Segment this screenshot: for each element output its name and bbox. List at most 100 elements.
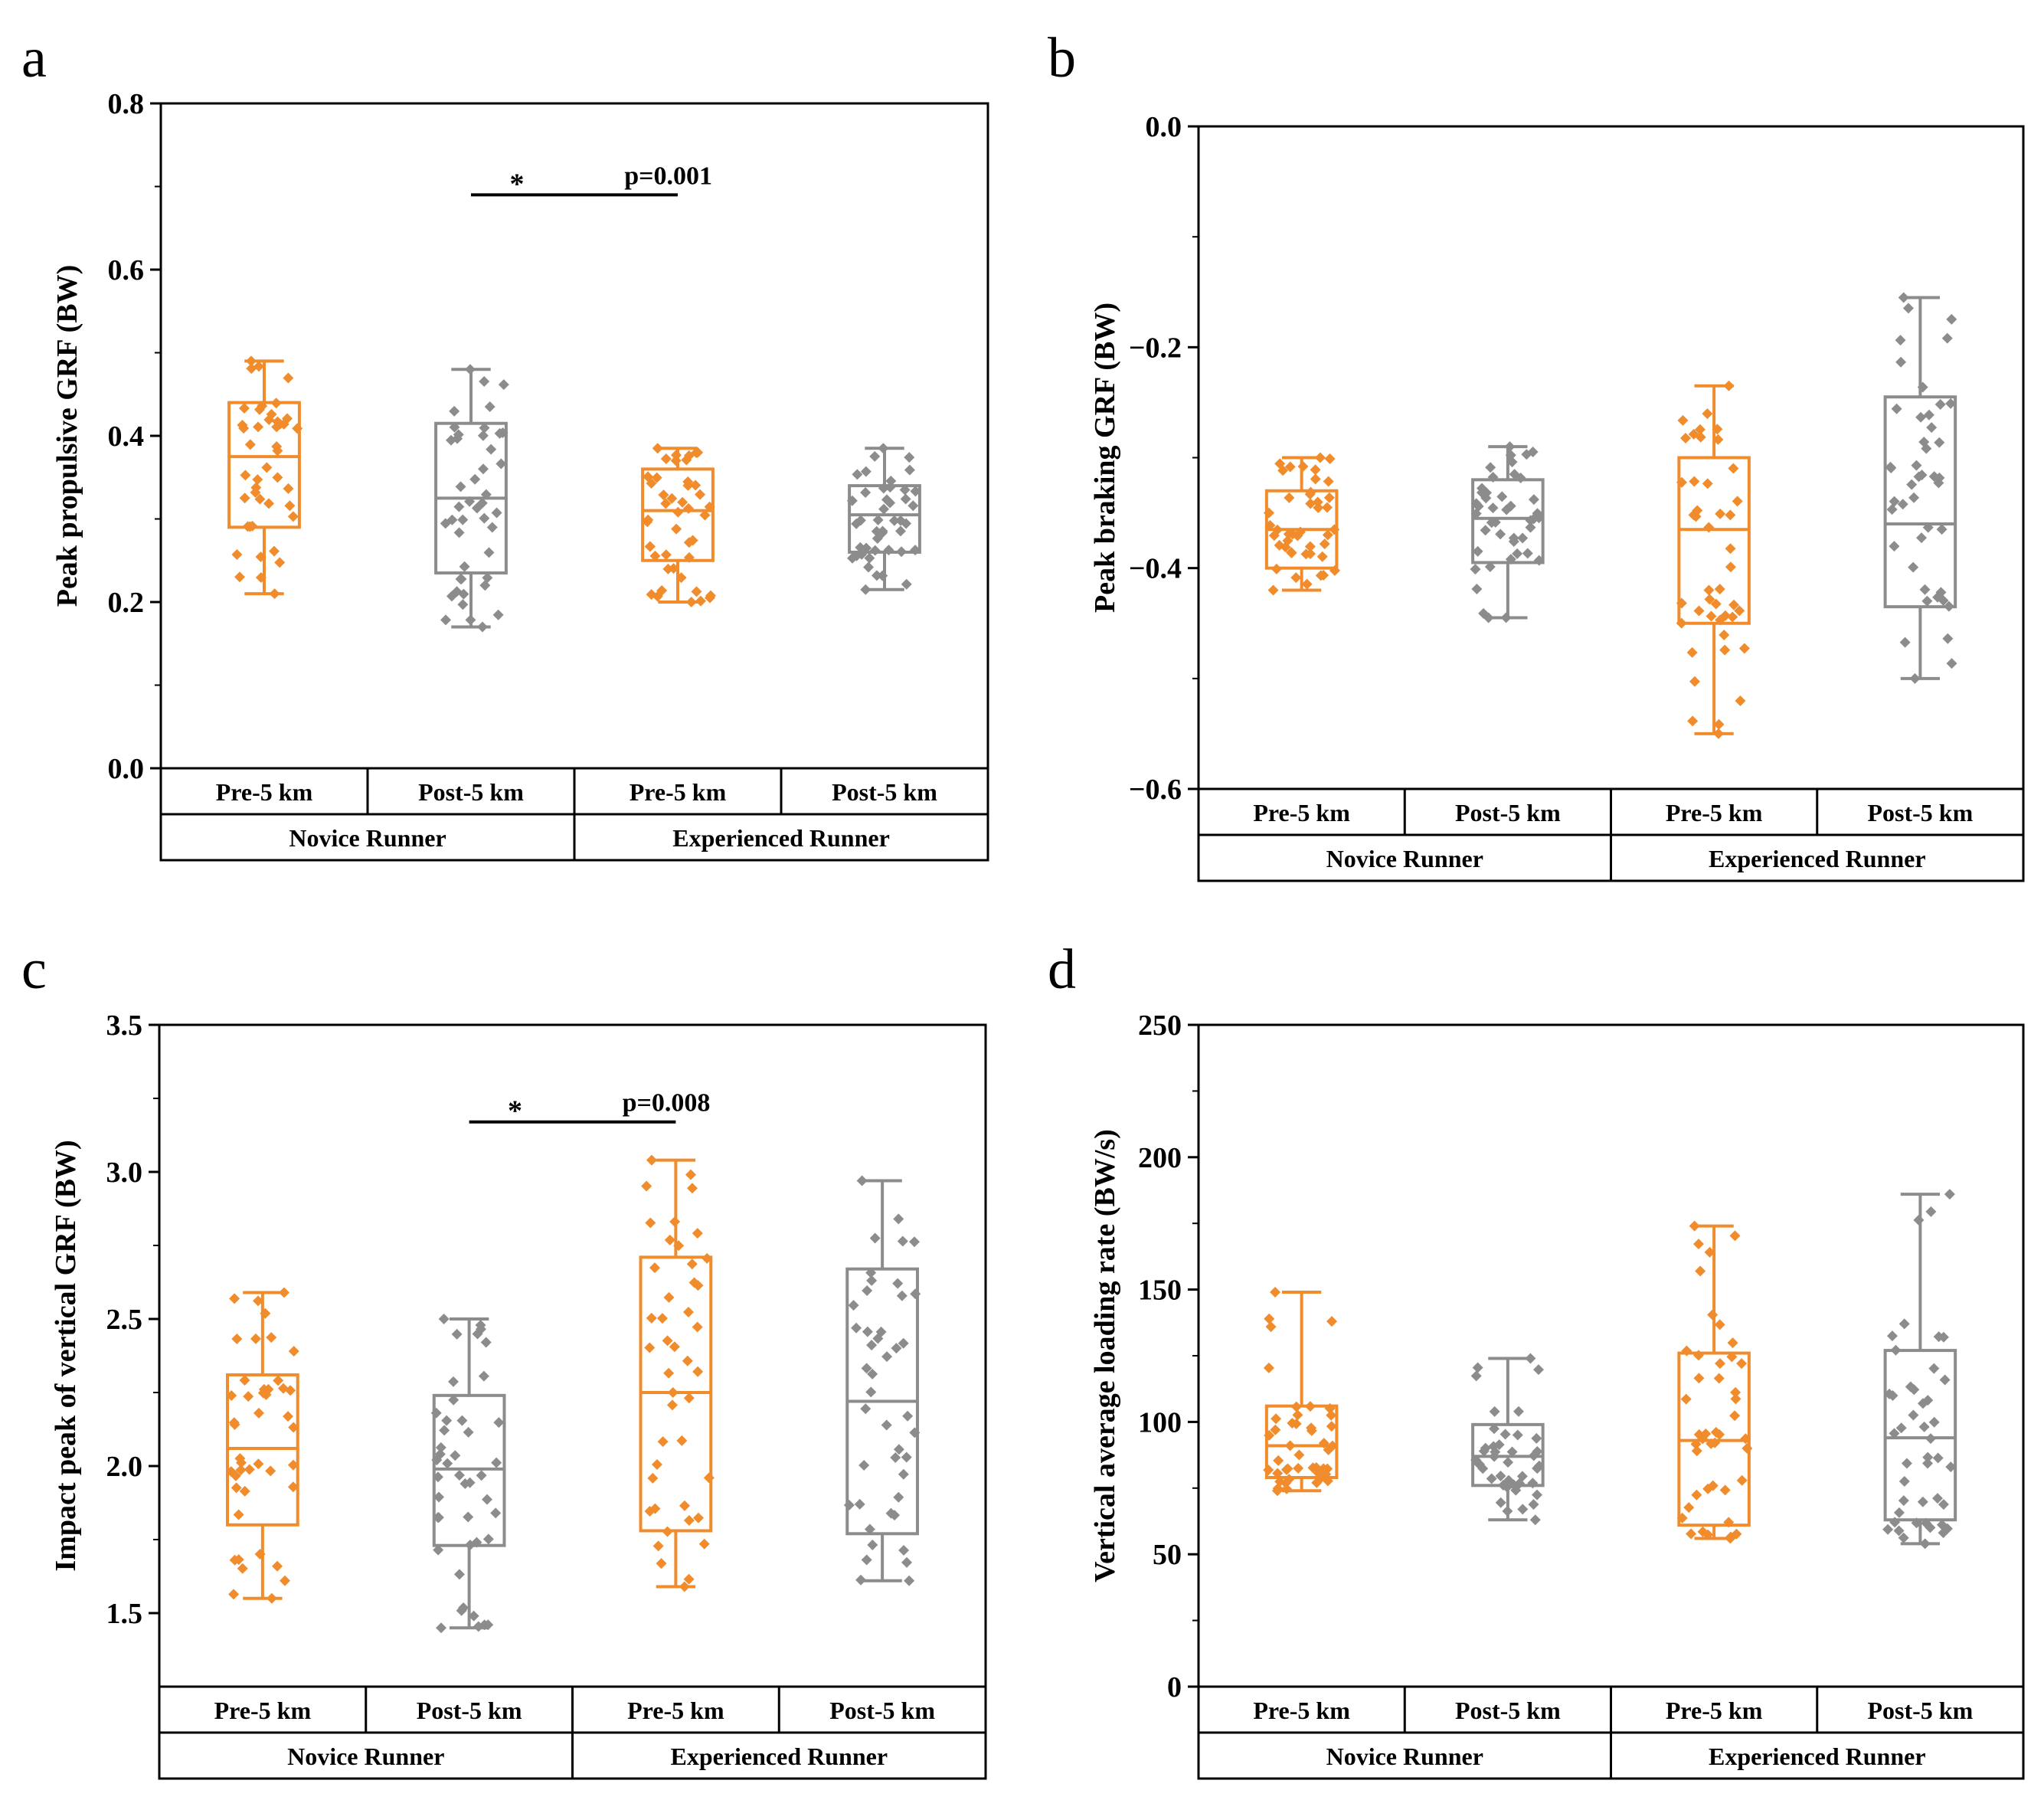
data-point	[250, 1333, 261, 1344]
data-point	[1693, 605, 1705, 617]
data-point	[644, 1505, 656, 1517]
y-tick-label: 0	[1167, 1671, 1182, 1703]
data-point	[1268, 530, 1280, 542]
box-iqr	[227, 401, 301, 529]
group-label: Novice Runner	[1326, 845, 1483, 872]
group-label: Experienced Runner	[670, 1743, 888, 1770]
data-point	[484, 401, 495, 413]
data-point	[1676, 1512, 1688, 1523]
data-point	[1713, 718, 1725, 730]
data-point	[660, 453, 672, 464]
data-point	[450, 1450, 461, 1461]
data-point	[1938, 1527, 1949, 1539]
data-point	[237, 419, 248, 430]
data-point	[908, 500, 919, 512]
data-point	[867, 1368, 878, 1379]
data-point	[1727, 611, 1738, 623]
data-point	[685, 1169, 696, 1180]
data-point	[676, 1435, 688, 1446]
data-point	[1729, 1410, 1741, 1422]
data-point	[280, 1575, 291, 1586]
data-point	[1471, 583, 1483, 594]
data-point	[871, 570, 882, 581]
box-3	[639, 1154, 715, 1592]
data-point	[1939, 1374, 1951, 1386]
data-point	[1913, 1214, 1925, 1226]
data-point	[862, 1326, 873, 1337]
data-point	[910, 486, 921, 497]
data-point	[1310, 473, 1321, 485]
data-point	[1719, 1484, 1731, 1496]
data-point	[666, 1399, 678, 1411]
data-point	[478, 1370, 489, 1382]
data-point	[1528, 1499, 1539, 1510]
data-point	[1272, 1468, 1284, 1479]
data-point	[463, 1511, 474, 1523]
data-point	[866, 1275, 878, 1286]
data-point	[1741, 1442, 1753, 1454]
data-point	[1506, 457, 1518, 468]
plot-frame	[1197, 1023, 2025, 1688]
data-point	[278, 418, 289, 430]
data-point	[446, 514, 458, 525]
data-point	[1934, 437, 1945, 448]
data-point	[1728, 599, 1740, 610]
data-point	[686, 1183, 698, 1194]
data-point	[686, 1258, 698, 1270]
data-point	[1727, 1337, 1738, 1349]
data-point	[695, 489, 706, 500]
data-point	[482, 1533, 494, 1545]
data-point	[1691, 1445, 1702, 1457]
data-point	[288, 1422, 299, 1433]
condition-label: Post-5 km	[1867, 1697, 1973, 1724]
data-point	[483, 547, 495, 558]
box-4	[843, 1175, 921, 1586]
data-point	[872, 514, 884, 525]
data-point	[1527, 1478, 1539, 1489]
data-point	[1931, 1493, 1943, 1504]
data-point	[1692, 1350, 1704, 1361]
data-point	[663, 1367, 675, 1379]
data-point	[272, 1560, 283, 1572]
data-point	[1528, 1450, 1539, 1461]
data-point	[671, 523, 682, 535]
data-point	[1938, 595, 1949, 607]
box-2	[1470, 1353, 1545, 1526]
data-point	[705, 590, 716, 601]
data-point	[1890, 1344, 1902, 1356]
data-point	[675, 572, 687, 584]
data-point	[891, 1343, 902, 1354]
condition-label: Post-5 km	[1867, 799, 1973, 826]
data-point	[273, 1375, 284, 1386]
data-point	[1316, 551, 1328, 562]
data-point	[237, 1563, 248, 1574]
data-point	[1274, 1476, 1286, 1487]
data-point	[1263, 1465, 1274, 1476]
data-point	[881, 1419, 892, 1431]
data-point	[465, 614, 476, 626]
data-point	[1710, 598, 1722, 610]
data-point	[1886, 1330, 1898, 1342]
data-point	[869, 450, 881, 462]
data-point	[476, 1470, 487, 1481]
data-point	[1679, 433, 1691, 444]
y-tick-label: 0.2	[108, 587, 145, 619]
data-point	[890, 1451, 901, 1463]
data-point	[436, 1622, 447, 1634]
group-label: Experienced Runner	[1709, 845, 1926, 872]
data-point	[1495, 1471, 1506, 1482]
data-point	[479, 512, 490, 524]
data-point	[865, 1267, 877, 1278]
data-point	[464, 496, 476, 507]
data-point	[691, 586, 702, 597]
data-point	[1310, 1461, 1322, 1473]
data-point	[904, 452, 915, 463]
data-point	[265, 1465, 276, 1477]
data-point	[1301, 578, 1313, 590]
panel-a: a Pre-5 km Post-5 km Pre-5 km Post-5 km Novic…	[21, 27, 989, 862]
data-point	[646, 1154, 657, 1166]
data-point	[649, 1262, 660, 1274]
data-point	[1470, 1370, 1482, 1382]
data-point	[1487, 472, 1499, 483]
data-point	[269, 588, 280, 600]
